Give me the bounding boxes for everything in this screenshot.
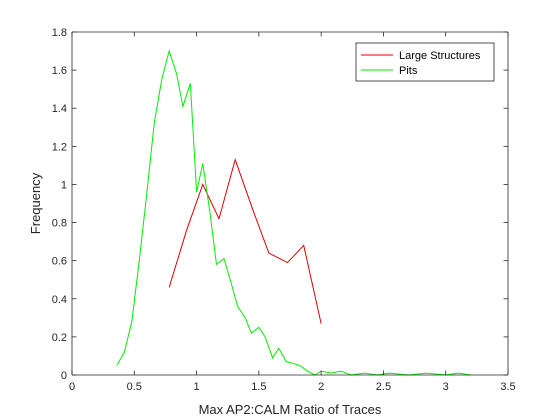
legend-box	[355, 42, 495, 82]
x-tick-label: 1.5	[251, 381, 266, 393]
x-tick-label: 2	[318, 381, 324, 393]
series-line-pits	[116, 49, 471, 376]
y-tick-label: 1.8	[52, 27, 67, 39]
x-tick-label: 0.5	[127, 381, 142, 393]
y-tick-label: 0.4	[52, 294, 67, 306]
y-tick-label: 1	[61, 179, 67, 191]
legend: Large Structures Pits	[355, 42, 495, 82]
axes-layer	[71, 31, 509, 376]
y-tick-label: 1.4	[52, 103, 67, 115]
y-tick-label: 1.6	[52, 65, 67, 77]
series-line-large-structures	[168, 157, 322, 324]
legend-label-large-structures: Large Structures	[399, 50, 481, 62]
y-axis-title: Frequency	[28, 172, 43, 234]
x-tick-label: 3	[443, 381, 449, 393]
x-tick-label: 2.5	[376, 381, 391, 393]
series-layer	[116, 49, 471, 376]
legend-label-pits: Pits	[399, 65, 418, 77]
y-tick-label: 0.8	[52, 218, 67, 230]
x-tick-label: 3.5	[500, 381, 515, 393]
y-tick-label: 0	[61, 370, 67, 382]
x-tick-label: 1	[194, 381, 200, 393]
x-axis-title: Max AP2:CALM Ratio of Traces	[199, 402, 382, 417]
y-tick-label: 0.2	[52, 332, 67, 344]
y-tick-label: 1.2	[52, 141, 67, 153]
ticks-layer: 0 0.5 1 1.5 2 2.5 3 3.5 0 0.2 0.4 0.6 0.8 1 1.2 1.4 1.6 1…	[52, 27, 516, 393]
y-tick-label: 0.6	[52, 256, 67, 268]
plot-area	[72, 32, 508, 375]
x-tick-label: 0	[69, 381, 75, 393]
